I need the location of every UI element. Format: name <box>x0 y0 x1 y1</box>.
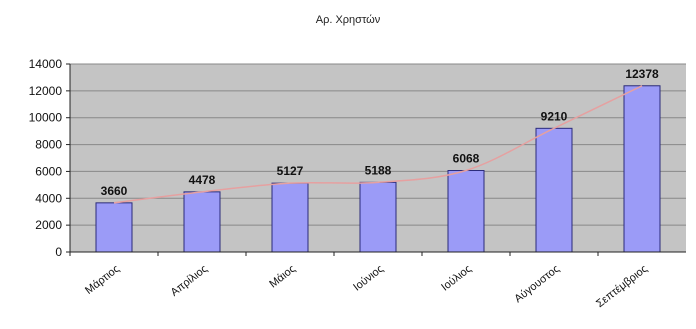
category-label: Απρίλιος <box>169 263 210 299</box>
trend-line <box>113 85 643 204</box>
data-label: 6068 <box>453 152 480 166</box>
y-tick-label: 4000 <box>35 191 62 205</box>
category-label: Ιούλιος <box>439 263 474 294</box>
y-tick-label: 10000 <box>29 111 63 125</box>
y-tick-label: 2000 <box>35 218 62 232</box>
data-label: 12378 <box>625 67 659 81</box>
category-label: Μάιος <box>267 263 298 291</box>
bar <box>535 127 573 253</box>
category-label: Μάρτιος <box>83 263 122 297</box>
category-label: Σεπτέμβριος <box>594 263 650 310</box>
bar <box>183 191 221 253</box>
bar <box>623 85 661 253</box>
data-label: 9210 <box>541 109 568 123</box>
y-tick-label: 12000 <box>29 84 63 98</box>
data-label: 5188 <box>365 163 392 177</box>
y-tick-label: 14000 <box>29 57 63 71</box>
data-label: 4478 <box>189 173 216 187</box>
bar <box>359 181 397 253</box>
y-tick-label: 8000 <box>35 138 62 152</box>
data-label: 5127 <box>277 164 304 178</box>
category-label: Αύγουστος <box>512 263 561 305</box>
bar <box>271 182 309 253</box>
bar <box>447 170 485 253</box>
category-label: Ιούνιος <box>351 263 386 294</box>
data-label: 3660 <box>101 184 128 198</box>
y-tick-label: 6000 <box>35 164 62 178</box>
chart-title: Αρ. Χρηστών <box>315 14 381 26</box>
bar <box>95 202 133 253</box>
y-tick-label: 0 <box>55 245 62 259</box>
